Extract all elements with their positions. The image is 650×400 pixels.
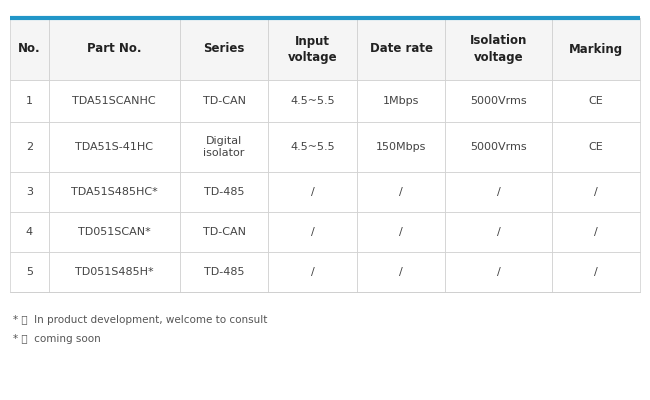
Bar [180, 18, 268, 80]
Bar [445, 252, 552, 292]
Bar [445, 212, 552, 252]
Text: /: / [311, 227, 315, 237]
Text: /: / [399, 267, 403, 277]
Text: 2: 2 [25, 142, 32, 152]
Bar [357, 212, 445, 252]
Text: 4: 4 [25, 227, 32, 237]
Text: /: / [311, 267, 315, 277]
Text: Marking: Marking [569, 42, 623, 56]
Text: /: / [497, 267, 500, 277]
Text: TD-CAN: TD-CAN [203, 96, 246, 106]
Bar [10, 80, 49, 122]
Bar [552, 80, 640, 122]
Bar [268, 122, 357, 172]
Bar [49, 212, 180, 252]
Text: TD051SCAN*: TD051SCAN* [78, 227, 151, 237]
Text: 1: 1 [26, 96, 32, 106]
Text: Series: Series [203, 42, 245, 56]
Bar [552, 252, 640, 292]
Bar [180, 212, 268, 252]
Text: 5000Vrms: 5000Vrms [470, 96, 527, 106]
Text: 5000Vrms: 5000Vrms [470, 142, 527, 152]
Text: /: / [399, 187, 403, 197]
Bar [268, 252, 357, 292]
Text: TD051S485H*: TD051S485H* [75, 267, 153, 277]
Bar [49, 122, 180, 172]
Text: CE: CE [589, 142, 603, 152]
Bar [180, 80, 268, 122]
Text: No.: No. [18, 42, 40, 56]
Bar [357, 122, 445, 172]
Text: CE: CE [589, 96, 603, 106]
Bar [268, 18, 357, 80]
Text: TD-CAN: TD-CAN [203, 227, 246, 237]
Text: /: / [497, 187, 500, 197]
Bar [552, 18, 640, 80]
Text: Isolation
voltage: Isolation voltage [470, 34, 527, 64]
Text: 5: 5 [26, 267, 32, 277]
Text: /: / [399, 227, 403, 237]
Bar [445, 18, 552, 80]
Bar [268, 80, 357, 122]
Bar [180, 252, 268, 292]
Bar [552, 212, 640, 252]
Bar [357, 252, 445, 292]
Text: /: / [594, 267, 598, 277]
Bar [180, 172, 268, 212]
Text: /: / [497, 227, 500, 237]
Bar [10, 18, 49, 80]
Bar [10, 252, 49, 292]
Text: TD-485: TD-485 [204, 187, 244, 197]
Bar [445, 172, 552, 212]
Bar [10, 122, 49, 172]
Bar [268, 172, 357, 212]
Bar [49, 18, 180, 80]
Text: Input
voltage: Input voltage [288, 34, 337, 64]
Text: /: / [311, 187, 315, 197]
Bar [49, 80, 180, 122]
Text: * ：  In product development, welcome to consult: * ： In product development, welcome to c… [13, 315, 267, 325]
Text: 1Mbps: 1Mbps [383, 96, 419, 106]
Text: TD-485: TD-485 [204, 267, 244, 277]
Bar [10, 212, 49, 252]
Text: 4.5~5.5: 4.5~5.5 [291, 142, 335, 152]
Bar [357, 172, 445, 212]
Bar [180, 122, 268, 172]
Text: Date rate: Date rate [370, 42, 433, 56]
Bar [445, 80, 552, 122]
Text: Part No.: Part No. [87, 42, 142, 56]
Text: Digital
isolator: Digital isolator [203, 136, 245, 158]
Text: * ：  coming soon: * ： coming soon [13, 334, 101, 344]
Bar [268, 212, 357, 252]
Bar [552, 122, 640, 172]
Text: 150Mbps: 150Mbps [376, 142, 426, 152]
Text: 3: 3 [26, 187, 32, 197]
Bar [49, 252, 180, 292]
Bar [357, 18, 445, 80]
Bar [357, 80, 445, 122]
Text: TDA51S-41HC: TDA51S-41HC [75, 142, 153, 152]
Text: TDA51S485HC*: TDA51S485HC* [71, 187, 157, 197]
Text: TDA51SCANHC: TDA51SCANHC [72, 96, 156, 106]
Bar [10, 172, 49, 212]
Text: /: / [594, 187, 598, 197]
Text: /: / [594, 227, 598, 237]
Bar [445, 122, 552, 172]
Bar [552, 172, 640, 212]
Bar [49, 172, 180, 212]
Text: 4.5~5.5: 4.5~5.5 [291, 96, 335, 106]
